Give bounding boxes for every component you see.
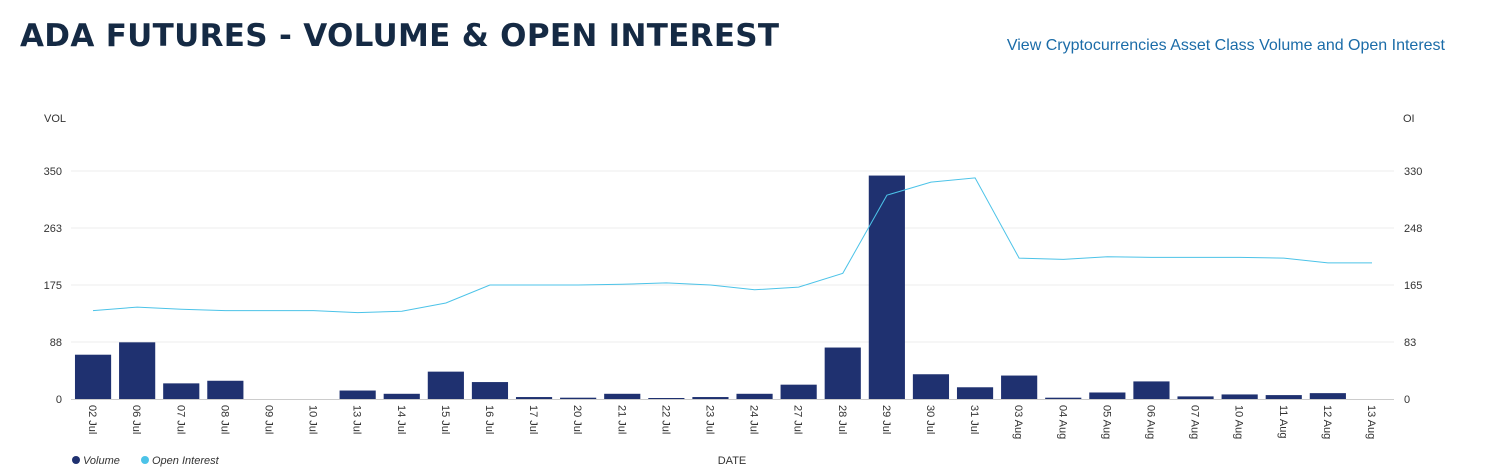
left-tick-label: 263 [44,223,62,235]
right-axis-title: OI [1403,113,1415,125]
volume-bar[interactable] [1309,393,1346,399]
x-tick-label: 06 Jul [130,405,142,434]
volume-bars [74,175,1346,399]
legend-volume-marker [72,456,80,464]
x-tick-label: 30 Jul [924,405,936,434]
x-axis-title: DATE [718,455,747,467]
legend-open-interest-label: Open Interest [152,455,220,467]
volume-bar[interactable] [868,175,905,399]
volume-bar[interactable] [956,387,994,399]
legend-volume[interactable]: Volume [72,455,120,467]
x-tick-label: 31 Jul [968,405,980,434]
x-tick-label: 04 Aug [1056,405,1068,439]
right-tick-label: 330 [1404,166,1422,178]
volume-bar[interactable] [604,393,641,399]
page-title: ADA FUTURES - VOLUME & OPEN INTEREST [20,18,780,54]
x-tick-label: 21 Jul [615,405,627,434]
x-tick-label: 27 Jul [792,405,804,434]
asset-class-link[interactable]: View Cryptocurrencies Asset Class Volume… [1006,37,1445,54]
x-tick-label: 11 Aug [1277,405,1289,438]
x-tick-label: 22 Jul [659,405,671,434]
legend-open-interest-marker [141,456,149,464]
volume-bar[interactable] [1265,395,1302,399]
volume-bar[interactable] [824,347,861,399]
x-tick-label: 23 Jul [703,405,715,434]
x-tick-label: 07 Aug [1189,405,1201,439]
x-tick-label: 13 Jul [351,405,363,434]
volume-bar[interactable] [339,390,376,399]
x-tick-label: 29 Jul [880,405,892,434]
x-tick-label: 07 Jul [174,405,186,434]
right-tick-label: 248 [1404,223,1422,235]
x-tick-label: 06 Aug [1144,405,1156,439]
left-axis-title: VOL [44,113,66,125]
volume-bar[interactable] [471,382,509,399]
x-tick-label: 17 Jul [527,405,539,434]
x-tick-label: 20 Jul [571,405,583,434]
x-tick-label: 16 Jul [483,405,495,434]
grid-lines [71,170,1394,343]
x-tick-label: 05 Aug [1100,405,1112,439]
x-tick-label: 24 Jul [748,405,760,434]
legend-volume-label: Volume [83,455,120,467]
volume-bar[interactable] [1221,394,1258,399]
volume-bar[interactable] [912,374,950,399]
x-axis-ticks: 02 Jul 06 Jul 07 Jul 08 Jul 09 Jul 10 Jul 13 J… [86,405,1377,439]
left-axis-ticks: 0 88 175 263 350 [44,166,62,406]
x-tick-label: 08 Jul [218,405,230,434]
volume-bar[interactable] [648,398,685,399]
left-tick-label: 0 [56,394,62,406]
volume-bar[interactable] [1045,397,1082,399]
right-tick-label: 165 [1404,280,1422,292]
volume-bar[interactable] [74,354,112,399]
right-tick-label: 83 [1404,337,1416,349]
volume-bar[interactable] [736,393,773,399]
x-tick-label: 02 Jul [86,405,98,434]
left-tick-label: 175 [44,280,62,292]
x-tick-label: 13 Aug [1365,405,1377,439]
volume-bar[interactable] [163,383,200,399]
x-tick-label: 09 Jul [262,405,274,434]
volume-bar[interactable] [207,380,244,399]
volume-bar[interactable] [119,342,156,399]
x-tick-label: 28 Jul [836,405,848,434]
volume-bar[interactable] [1001,375,1038,399]
right-tick-label: 0 [1404,394,1410,406]
volume-bar[interactable] [515,397,553,399]
open-interest-line [92,177,1372,314]
x-tick-label: 03 Aug [1012,405,1024,439]
x-tick-label: 12 Aug [1321,405,1333,439]
volume-bar[interactable] [427,371,464,399]
x-tick-label: 15 Jul [439,405,451,434]
left-tick-label: 350 [44,166,62,178]
volume-bar[interactable] [1089,392,1126,399]
legend-open-interest[interactable]: Open Interest [141,455,220,467]
x-tick-label: 14 Jul [395,405,407,434]
volume-bar[interactable] [692,397,729,399]
left-tick-label: 88 [50,337,62,349]
volume-bar[interactable] [1177,396,1214,399]
x-tick-label: 10 Aug [1233,405,1245,439]
volume-bar[interactable] [383,393,420,399]
volume-bar[interactable] [780,384,817,399]
volume-bar[interactable] [560,397,597,399]
volume-bar[interactable] [1133,381,1170,399]
right-axis-ticks: 0 83 165 248 330 [1404,166,1422,406]
x-tick-label: 10 Jul [307,405,319,434]
